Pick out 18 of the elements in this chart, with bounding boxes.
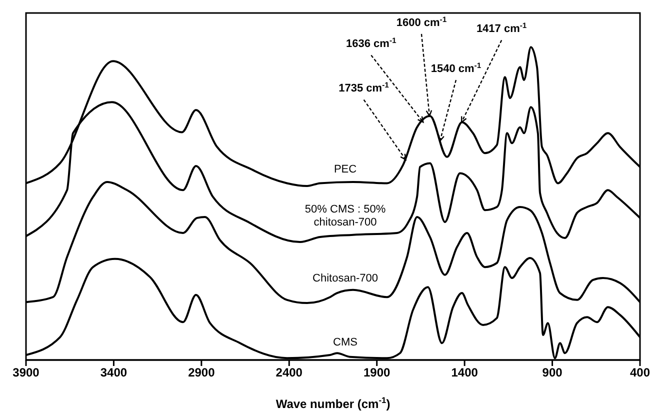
annotation: 1600 cm$^{-1}$ bbox=[396, 14, 448, 29]
x-tick-label: 2400 bbox=[276, 366, 303, 380]
series-label: CMS bbox=[333, 336, 358, 348]
x-tick-label: 1900 bbox=[364, 366, 391, 380]
x-axis-title: Wave number (cm$^{-1}$) bbox=[276, 395, 390, 411]
annotation: 1636 cm$^{-1}$ bbox=[346, 36, 398, 50]
series-label: PEC bbox=[334, 163, 357, 176]
x-tick-label: 900 bbox=[542, 366, 563, 380]
x-tick-label: 1400 bbox=[451, 366, 478, 380]
annotation: 1735 cm$^{-1}$ bbox=[338, 80, 390, 95]
annotation: 1540 cm$^{-1}$ bbox=[430, 60, 482, 75]
series-label: 50% CMS : 50% chitosan-700 bbox=[304, 203, 386, 228]
x-tick-label: 400 bbox=[630, 366, 650, 380]
series-label: Chitosan-700 bbox=[312, 272, 378, 284]
x-tick-label: 3400 bbox=[100, 366, 128, 380]
x-tick-label: 2900 bbox=[188, 366, 216, 380]
annotation: 1417 cm$^{-1}$ bbox=[476, 20, 528, 36]
x-tick-label: 3900 bbox=[12, 366, 40, 380]
